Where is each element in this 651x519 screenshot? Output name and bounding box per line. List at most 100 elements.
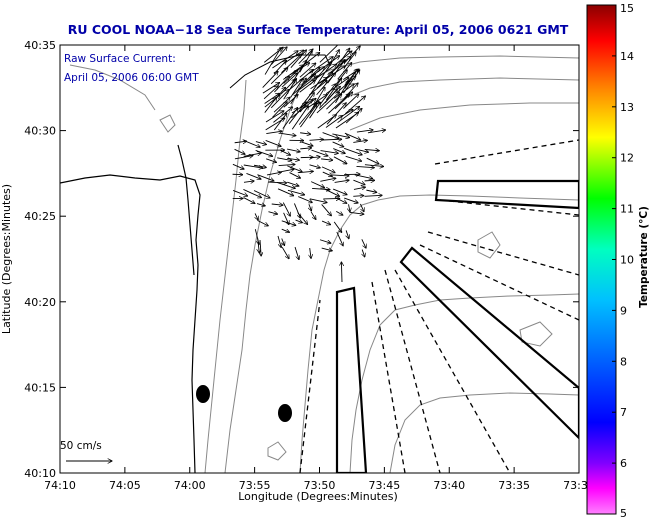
current-vector (336, 231, 343, 246)
current-vector (344, 197, 358, 203)
current-vector (273, 97, 290, 113)
current-vector (310, 77, 328, 90)
current-vector (287, 148, 300, 152)
current-vector (243, 153, 262, 157)
x-tick-label: 73:40 (433, 479, 465, 492)
radial-dashed-lines (299, 139, 579, 473)
current-vector (278, 164, 295, 165)
x-tick-label: 74:10 (44, 479, 76, 492)
current-vector (266, 172, 281, 176)
current-vector (343, 147, 362, 155)
current-vector (263, 86, 278, 100)
current-vector (319, 239, 331, 243)
current-vector (281, 246, 289, 259)
current-vector (287, 189, 305, 194)
current-vector (335, 48, 350, 69)
current-vector (323, 188, 340, 197)
current-vector (243, 189, 261, 197)
marker-blob-1 (196, 385, 210, 403)
current-vector (258, 238, 260, 253)
current-vector (294, 246, 299, 260)
current-vector (266, 158, 276, 163)
y-axis-label: Latitude (Degrees:Minutes) (0, 184, 13, 334)
x-tick-label: 73:55 (239, 479, 271, 492)
current-vector (333, 148, 345, 154)
coastline (60, 174, 201, 473)
current-vector (362, 249, 365, 257)
current-vector (279, 132, 296, 135)
current-vector (293, 203, 300, 218)
current-vector (309, 203, 312, 211)
current-vector (321, 220, 331, 225)
current-vector (332, 141, 344, 147)
colorbar-tick-label: 14 (620, 50, 634, 63)
current-vector (360, 203, 364, 212)
current-vector (344, 72, 356, 89)
current-vector (281, 229, 290, 232)
current-vector (334, 197, 347, 203)
map-background (60, 45, 579, 473)
current-vector (325, 116, 343, 128)
current-vector (322, 139, 341, 140)
y-tick-label: 40:20 (24, 296, 56, 309)
current-vector (316, 64, 336, 79)
current-vector (349, 204, 350, 212)
current-vector (272, 102, 288, 118)
current-vector (320, 178, 336, 182)
current-vector (277, 235, 281, 248)
surface-current-vectors (232, 45, 386, 283)
sandy-hook-spit (177, 144, 195, 276)
colorbar-tick-label: 11 (620, 203, 634, 216)
current-vector (320, 150, 339, 154)
y-tick-label: 40:10 (24, 467, 56, 480)
current-vector (356, 166, 374, 167)
current-vector (234, 141, 247, 143)
current-vector (299, 63, 316, 78)
current-vector (333, 156, 347, 164)
current-vector (281, 220, 296, 226)
current-vector (364, 149, 380, 150)
current-vector (264, 48, 281, 75)
x-tick-label: 73:45 (369, 479, 401, 492)
marker-blob-2 (278, 404, 292, 422)
map-title: RU COOL NOAA−18 Sea Surface Temperature:… (68, 22, 569, 37)
current-vector (332, 133, 349, 138)
current-vector (276, 181, 295, 188)
current-vector (243, 181, 254, 182)
current-vector (334, 180, 349, 182)
current-vector (311, 149, 328, 156)
current-vector (287, 158, 299, 160)
current-vector (364, 180, 375, 181)
current-vector (335, 51, 352, 65)
colorbar-label: Temperature (°C) (638, 206, 650, 308)
current-vector (232, 189, 248, 196)
current-vector (253, 165, 266, 167)
current-vector (299, 80, 316, 93)
current-vector (282, 238, 285, 246)
current-vector (282, 202, 290, 217)
legend-current-date: April 05, 2006 06:00 GMT (64, 72, 199, 84)
current-vector (321, 166, 335, 173)
current-vector (253, 190, 270, 198)
current-vector (319, 45, 339, 63)
current-vector (265, 111, 284, 123)
current-vector (345, 155, 362, 161)
x-tick-label: 74:00 (174, 479, 206, 492)
map-area (59, 44, 580, 474)
x-tick-label: 73:50 (304, 479, 336, 492)
current-vector (321, 159, 333, 160)
current-vector (272, 51, 298, 69)
current-vector (270, 68, 288, 85)
colorbar-ticks: 15 14 13 12 11 10 9 8 7 6 5 (612, 2, 634, 519)
current-vector (346, 230, 349, 238)
current-vector (366, 190, 376, 192)
colorbar-tick-label: 6 (620, 457, 627, 470)
current-vector (291, 106, 308, 130)
current-vector (310, 181, 324, 188)
current-vector (316, 92, 340, 114)
current-vector (321, 204, 332, 215)
colorbar-tick-label: 9 (620, 304, 627, 317)
current-vector (356, 130, 373, 132)
current-vector (353, 179, 365, 185)
current-vector (271, 204, 283, 205)
